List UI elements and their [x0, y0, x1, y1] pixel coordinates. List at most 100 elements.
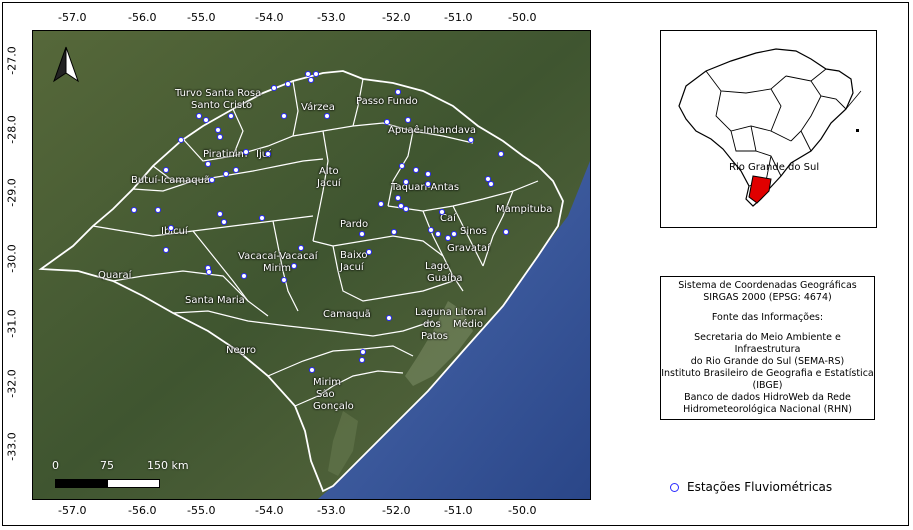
station-marker[interactable]: [281, 277, 287, 283]
station-marker[interactable]: [324, 113, 330, 119]
station-marker[interactable]: [451, 231, 457, 237]
lon-tick-top: -54.0: [255, 11, 284, 24]
station-marker[interactable]: [435, 231, 441, 237]
station-marker[interactable]: [399, 163, 405, 169]
legend: Estações Fluviométricas: [670, 480, 832, 494]
station-marker[interactable]: [378, 201, 384, 207]
station-marker[interactable]: [366, 249, 372, 255]
lon-tick-top: -56.0: [128, 11, 157, 24]
scale-label-0: 0: [52, 459, 59, 472]
station-marker[interactable]: [309, 367, 315, 373]
station-marker[interactable]: [395, 89, 401, 95]
station-marker[interactable]: [271, 85, 277, 91]
basin-label-mirim-sc: Mirim: [313, 377, 342, 388]
info-line: (IBGE): [752, 380, 783, 391]
station-marker[interactable]: [168, 225, 174, 231]
scale-label-150: 150 km: [147, 459, 189, 472]
lon-tick-top: -51.0: [444, 11, 473, 24]
station-marker[interactable]: [163, 167, 169, 173]
lon-tick-top: -57.0: [58, 11, 87, 24]
basin-label-quarai: Quaraí: [98, 270, 132, 281]
station-marker[interactable]: [196, 113, 202, 119]
basin-label-piratinim: Piratinim: [203, 149, 248, 160]
lat-tick-left: -32.0: [5, 369, 19, 398]
station-marker[interactable]: [243, 149, 249, 155]
basin-label-laguna: Laguna Litoral: [415, 307, 487, 318]
station-marker[interactable]: [359, 231, 365, 237]
lon-tick-top: -52.0: [382, 11, 411, 24]
legend-label: Estações Fluviométricas: [687, 480, 833, 494]
station-marker[interactable]: [384, 119, 390, 125]
station-marker[interactable]: [205, 161, 211, 167]
lat-tick-left: -33.0: [5, 432, 19, 461]
lagoa-dos-patos: [405, 301, 473, 386]
scale-bar-graphic: [55, 479, 160, 488]
station-marker[interactable]: [391, 229, 397, 235]
station-marker[interactable]: [386, 315, 392, 321]
station-marker[interactable]: [405, 117, 411, 123]
station-marker[interactable]: [445, 235, 451, 241]
lagoa-mirim: [328, 411, 358, 476]
station-marker[interactable]: [308, 77, 314, 83]
basin-label-lago: Lago: [425, 261, 450, 272]
lat-tick-left: -29.0: [5, 178, 19, 207]
basin-label-passofundo: Passo Fundo: [356, 96, 418, 107]
station-marker[interactable]: [221, 219, 227, 225]
station-marker[interactable]: [206, 269, 212, 275]
station-marker[interactable]: [403, 206, 409, 212]
station-marker[interactable]: [305, 71, 311, 77]
station-marker[interactable]: [403, 179, 409, 185]
station-marker[interactable]: [313, 71, 319, 77]
station-marker[interactable]: [155, 207, 161, 213]
station-marker[interactable]: [281, 113, 287, 119]
station-marker[interactable]: [503, 229, 509, 235]
station-marker[interactable]: [285, 81, 291, 87]
station-marker[interactable]: [425, 181, 431, 187]
station-marker[interactable]: [265, 151, 271, 157]
station-marker[interactable]: [259, 215, 265, 221]
station-marker[interactable]: [131, 207, 137, 213]
lon-tick-bottom: -55.0: [187, 504, 216, 517]
basin-label-alto: Alto: [319, 166, 339, 177]
main-map[interactable]: Turvo Santa Rosa Santo Cristo Várzea Pas…: [32, 30, 591, 500]
rs-highlight: [748, 175, 772, 204]
station-marker[interactable]: [233, 167, 239, 173]
lon-tick-top: -55.0: [187, 11, 216, 24]
lon-tick-bottom: -57.0: [58, 504, 87, 517]
basin-label-ijui: Ijuí: [256, 149, 271, 160]
lon-tick-top: -50.0: [508, 11, 537, 24]
station-marker[interactable]: [498, 151, 504, 157]
basin-label-jacui-baixo: Jacuí: [340, 262, 364, 273]
lon-tick-bottom: -56.0: [128, 504, 157, 517]
info-line: Hidrometeorológica Nacional (RHN): [683, 404, 852, 415]
station-marker[interactable]: [163, 247, 169, 253]
lon-tick-bottom: -52.0: [382, 504, 411, 517]
lon-tick-bottom: -50.0: [508, 504, 537, 517]
station-marker[interactable]: [228, 113, 234, 119]
station-marker[interactable]: [425, 171, 431, 177]
station-marker[interactable]: [395, 195, 401, 201]
station-marker[interactable]: [241, 273, 247, 279]
station-marker[interactable]: [439, 209, 445, 215]
station-marker[interactable]: [178, 137, 184, 143]
station-marker[interactable]: [217, 134, 223, 140]
station-marker[interactable]: [428, 227, 434, 233]
station-marker[interactable]: [203, 117, 209, 123]
basin-label-turvo: Turvo Santa Rosa: [175, 88, 262, 99]
basin-label-santocristo: Santo Cristo: [191, 100, 253, 111]
station-marker[interactable]: [468, 137, 474, 143]
station-marker[interactable]: [488, 181, 494, 187]
station-marker[interactable]: [298, 245, 304, 251]
station-marker[interactable]: [217, 211, 223, 217]
station-marker[interactable]: [223, 171, 229, 177]
basin-label-pardo: Pardo: [340, 219, 369, 230]
station-marker[interactable]: [291, 263, 297, 269]
station-marker[interactable]: [209, 177, 215, 183]
basin-label-baixo: Baixo: [340, 250, 368, 261]
basin-label-patos: Patos: [421, 331, 448, 342]
station-marker[interactable]: [215, 127, 221, 133]
station-marker[interactable]: [360, 349, 366, 355]
station-marker[interactable]: [413, 167, 419, 173]
atlantic-ocean: [318, 161, 590, 499]
station-marker[interactable]: [359, 357, 365, 363]
